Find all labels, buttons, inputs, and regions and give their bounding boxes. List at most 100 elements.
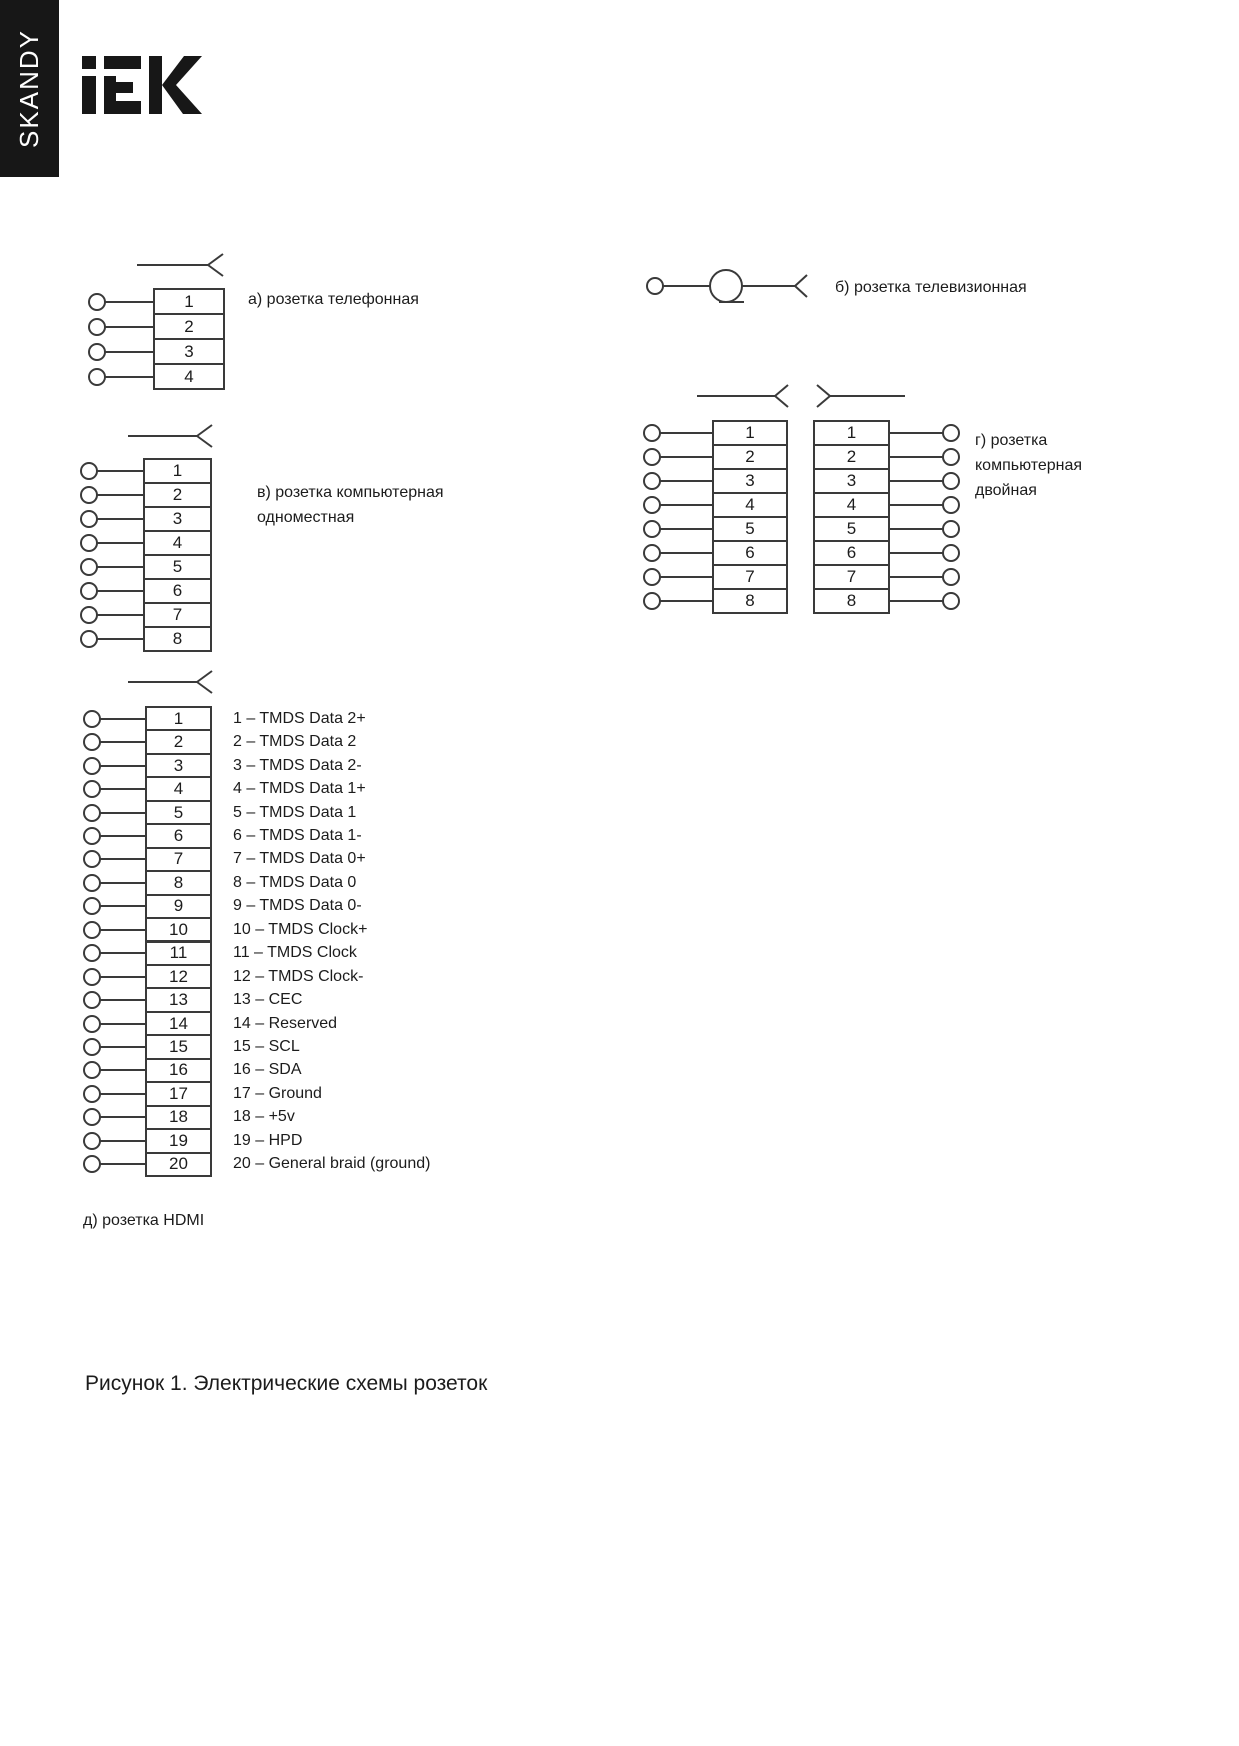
pin-wire bbox=[659, 576, 714, 578]
pin-cell-d: 3 bbox=[145, 752, 212, 779]
figure-caption: Рисунок 1. Электрические схемы розеток bbox=[85, 1372, 488, 1395]
tv-socket-symbol bbox=[646, 269, 808, 303]
diagram-b-label: б) розетка телевизионная bbox=[835, 279, 1027, 296]
pin-number: 7 bbox=[173, 849, 184, 869]
pin-wire bbox=[99, 1046, 147, 1049]
pin-wire bbox=[99, 999, 147, 1002]
pin-number: 1 bbox=[846, 423, 857, 442]
connector-arrows-icon-g bbox=[697, 384, 905, 408]
pin-cell-g-right: 2 bbox=[813, 444, 890, 470]
pin-wire bbox=[888, 552, 944, 554]
pin-cell-g-right: 8 bbox=[813, 588, 890, 614]
hdmi-pin-description: 7 – TMDS Data 0+ bbox=[233, 850, 366, 868]
pin-cell-d: 1 bbox=[145, 706, 212, 732]
hdmi-pin-description: 8 – TMDS Data 0 bbox=[233, 873, 357, 891]
pin-cell-v: 4 bbox=[143, 530, 212, 556]
iek-logo-i-dot bbox=[82, 56, 96, 69]
pin-wire bbox=[99, 764, 147, 767]
pin-number: 3 bbox=[173, 755, 184, 775]
pin-number: 7 bbox=[745, 567, 755, 586]
pin-wire bbox=[96, 494, 145, 496]
pin-number: 3 bbox=[846, 471, 857, 490]
pin-cell-g-left: 6 bbox=[712, 540, 788, 566]
pin-number: 6 bbox=[172, 581, 183, 600]
pin-terminal-circle bbox=[942, 496, 960, 514]
pin-number: 14 bbox=[169, 1013, 188, 1033]
pin-number: 4 bbox=[745, 495, 755, 514]
pin-number: 8 bbox=[846, 591, 857, 610]
hdmi-pin-description: 20 – General braid (ground) bbox=[233, 1155, 431, 1173]
pin-cell-d: 2 bbox=[145, 729, 212, 755]
pin-wire bbox=[99, 811, 147, 814]
pin-cell-g-left: 3 bbox=[712, 468, 788, 494]
pin-wire bbox=[96, 542, 145, 544]
pin-cell-g-left: 7 bbox=[712, 564, 788, 590]
pin-number: 8 bbox=[173, 872, 184, 892]
pin-number: 4 bbox=[184, 366, 194, 386]
pin-wire bbox=[99, 1163, 147, 1166]
pin-number: 8 bbox=[172, 629, 183, 648]
pin-terminal-circle bbox=[942, 472, 960, 490]
pin-number: 2 bbox=[745, 447, 755, 466]
pin-wire bbox=[659, 528, 714, 530]
pin-wire bbox=[99, 1139, 147, 1142]
iek-logo bbox=[82, 56, 202, 114]
pin-terminal-circle bbox=[942, 520, 960, 538]
pin-wire bbox=[99, 834, 147, 837]
pin-wire bbox=[104, 325, 155, 328]
iek-logo-e-mid bbox=[112, 82, 133, 93]
pin-wire bbox=[99, 858, 147, 861]
pin-wire bbox=[99, 1092, 147, 1095]
hdmi-pin-description: 11 – TMDS Clock bbox=[233, 944, 357, 962]
iek-logo-e-top bbox=[104, 56, 141, 69]
hdmi-pin-description: 10 – TMDS Clock+ bbox=[233, 920, 368, 938]
pin-number: 8 bbox=[745, 591, 755, 610]
pin-terminal-circle bbox=[942, 448, 960, 466]
iek-logo-k-spine bbox=[149, 56, 162, 114]
pin-cell-d: 4 bbox=[145, 776, 212, 802]
skandy-banner: SKANDY bbox=[0, 0, 59, 177]
pin-cell-d: 6 bbox=[145, 823, 212, 849]
pin-wire bbox=[99, 717, 147, 720]
pin-cell-g-right: 7 bbox=[813, 564, 890, 590]
pin-number: 3 bbox=[184, 341, 194, 361]
pin-number: 15 bbox=[169, 1037, 188, 1057]
hdmi-pin-description: 1 – TMDS Data 2+ bbox=[233, 709, 366, 727]
pin-wire bbox=[99, 905, 147, 908]
pin-number: 5 bbox=[745, 519, 755, 538]
pin-number: 17 bbox=[169, 1083, 188, 1103]
connector-arrow-icon-a bbox=[137, 253, 224, 277]
pin-number: 6 bbox=[846, 543, 857, 562]
pin-terminal-circle bbox=[942, 568, 960, 586]
pin-wire bbox=[888, 576, 944, 578]
pin-wire bbox=[659, 504, 714, 506]
iek-logo-e-bottom bbox=[104, 101, 141, 114]
hdmi-pin-description: 5 – TMDS Data 1 bbox=[233, 803, 357, 821]
pin-number: 2 bbox=[172, 485, 183, 504]
hdmi-pin-description: 3 – TMDS Data 2- bbox=[233, 756, 362, 774]
hdmi-pin-description: 6 – TMDS Data 1- bbox=[233, 826, 362, 844]
pin-number: 4 bbox=[846, 495, 857, 514]
pin-cell-g-left: 2 bbox=[712, 444, 788, 470]
pin-cell-v: 7 bbox=[143, 602, 212, 628]
pin-cell-d: 15 bbox=[145, 1034, 212, 1060]
pin-cell-v: 8 bbox=[143, 626, 212, 652]
pin-wire bbox=[104, 300, 155, 303]
pin-cell-d: 12 bbox=[145, 963, 212, 990]
pin-wire bbox=[99, 975, 147, 978]
pin-wire bbox=[888, 600, 944, 602]
pin-number: 11 bbox=[169, 943, 188, 963]
pin-wire bbox=[888, 480, 944, 482]
pin-number: 18 bbox=[169, 1107, 188, 1127]
pin-cell-g-right: 5 bbox=[813, 516, 890, 542]
pin-wire bbox=[99, 928, 147, 931]
diagram-d-label: д) розетка HDMI bbox=[83, 1212, 205, 1229]
pin-number: 2 bbox=[173, 732, 184, 752]
pin-cell-v: 3 bbox=[143, 506, 212, 532]
pin-number: 20 bbox=[169, 1154, 188, 1174]
pin-cell-d: 5 bbox=[145, 799, 212, 826]
pin-cell-d: 8 bbox=[145, 870, 212, 896]
pin-cell-d: 14 bbox=[145, 1010, 212, 1037]
iek-logo-k-upper-arm bbox=[162, 56, 202, 85]
hdmi-pin-description: 14 – Reserved bbox=[233, 1014, 338, 1032]
